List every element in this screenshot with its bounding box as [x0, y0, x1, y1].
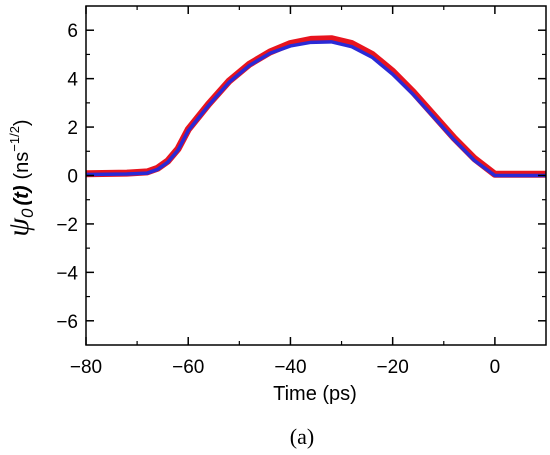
x-axis-label: Time (ps) — [273, 383, 357, 405]
plot-frame — [85, 5, 547, 346]
y-tick-label: 6 — [67, 21, 78, 42]
y-tick-label: −2 — [56, 215, 78, 236]
y-label-unit-prefix: (ns — [11, 152, 33, 180]
y-tick-label: 0 — [67, 167, 78, 188]
x-tick-label: −20 — [377, 357, 409, 378]
x-tick-label: −60 — [172, 357, 204, 378]
x-tick-label: 0 — [490, 357, 501, 378]
y-tick-label: −4 — [56, 263, 78, 284]
y-tick-label: −6 — [56, 312, 78, 333]
y-label-unit-suffix: ) — [11, 119, 33, 126]
x-tick-label: −80 — [70, 357, 102, 378]
axis-ticks — [85, 6, 546, 345]
y-label-unit-exponent: −1/2 — [7, 126, 22, 152]
y-axis-label: ψ0 (t) (ns−1/2) — [2, 119, 37, 236]
y-label-argument: (t) — [11, 185, 33, 205]
figure-caption: (a) — [290, 424, 314, 449]
y-label-subscript: 0 — [18, 208, 37, 218]
plot-area — [86, 35, 546, 178]
y-tick-label: 2 — [67, 118, 78, 139]
y-label-symbol: ψ — [2, 217, 35, 237]
series-line-2 — [86, 40, 546, 178]
x-tick-label: −40 — [274, 357, 306, 378]
svg-text:ψ0(t)(ns−1/2): ψ0 (t) (ns−1/2) — [2, 119, 37, 236]
series-line-1 — [86, 35, 546, 178]
y-tick-label: 4 — [67, 70, 78, 91]
